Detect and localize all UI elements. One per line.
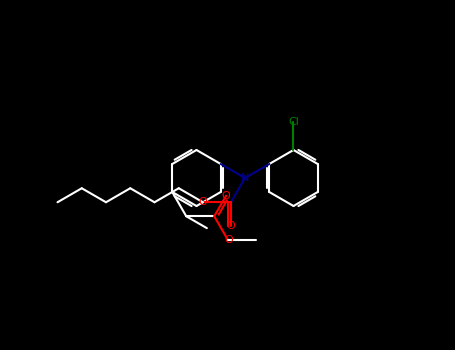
Text: O: O [224, 236, 233, 245]
Text: Cl: Cl [288, 117, 299, 127]
Text: O: O [222, 191, 231, 201]
Text: N: N [241, 173, 249, 183]
Text: O: O [227, 221, 235, 231]
Text: O: O [199, 197, 207, 207]
